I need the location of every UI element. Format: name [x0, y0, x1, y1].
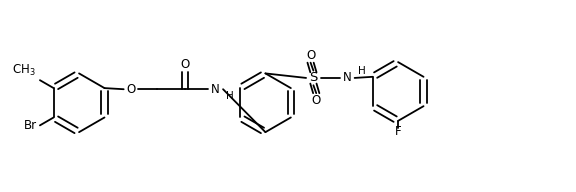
Text: CH$_3$: CH$_3$: [12, 63, 35, 79]
Text: F: F: [395, 124, 401, 137]
Text: Br: Br: [24, 119, 37, 132]
Text: H: H: [358, 66, 366, 76]
Text: O: O: [312, 94, 321, 107]
Text: O: O: [306, 49, 315, 62]
Text: N: N: [343, 71, 352, 84]
Text: O: O: [181, 58, 190, 71]
Text: O: O: [126, 83, 135, 96]
Text: S: S: [309, 71, 317, 84]
Text: N: N: [211, 83, 220, 96]
Text: H: H: [226, 91, 234, 101]
